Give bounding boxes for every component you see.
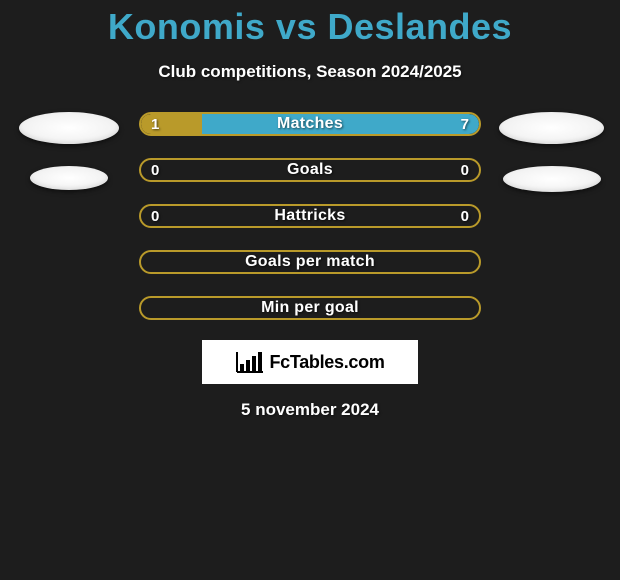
stat-bar: 00Hattricks bbox=[139, 204, 481, 228]
page-title: Konomis vs Deslandes bbox=[0, 0, 620, 48]
right-player-avatars bbox=[499, 112, 604, 192]
source-logo: FcTables.com bbox=[202, 340, 418, 384]
stat-bar: Min per goal bbox=[139, 296, 481, 320]
bar-label: Min per goal bbox=[141, 298, 479, 318]
comparison-row: 17Matches 00Goals 00Hattricks Goals per mat… bbox=[0, 112, 620, 320]
avatar-placeholder bbox=[19, 112, 119, 144]
bar-label: Hattricks bbox=[141, 206, 479, 226]
bar-label: Matches bbox=[141, 114, 479, 134]
avatar-placeholder bbox=[503, 166, 601, 192]
logo-text: FcTables.com bbox=[269, 352, 384, 373]
stat-bar: 17Matches bbox=[139, 112, 481, 136]
snapshot-date: 5 november 2024 bbox=[0, 400, 620, 420]
avatar-placeholder bbox=[499, 112, 604, 144]
bar-label: Goals per match bbox=[141, 252, 479, 272]
stats-bars: 17Matches 00Goals 00Hattricks Goals per mat… bbox=[139, 112, 481, 320]
stat-bar: Goals per match bbox=[139, 250, 481, 274]
bar-chart-icon bbox=[235, 350, 265, 374]
left-player-avatars bbox=[16, 112, 121, 190]
stat-bar: 00Goals bbox=[139, 158, 481, 182]
season-subtitle: Club competitions, Season 2024/2025 bbox=[0, 62, 620, 82]
avatar-placeholder bbox=[30, 166, 108, 190]
bar-label: Goals bbox=[141, 160, 479, 180]
